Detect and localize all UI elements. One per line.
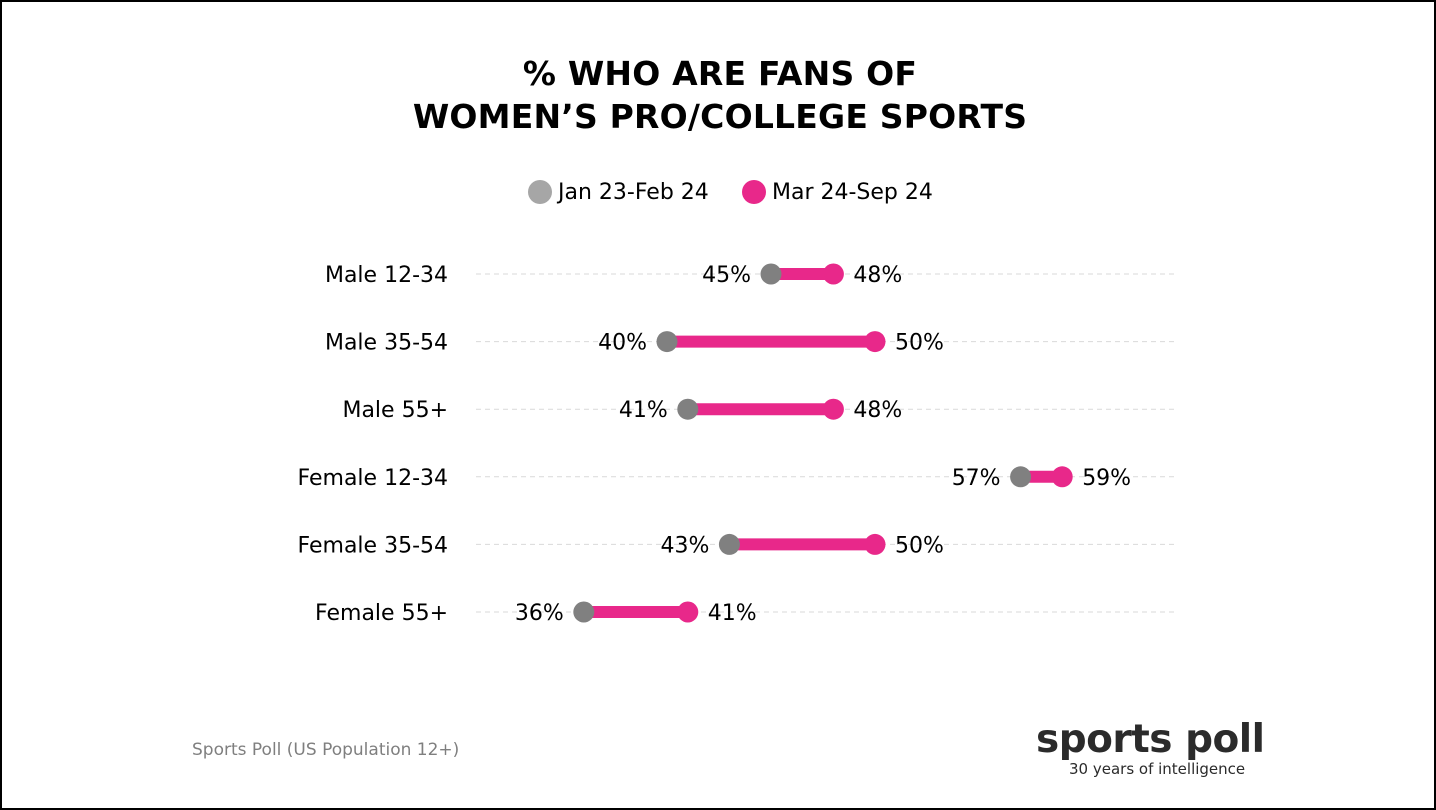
chart-row: Male 35-54 40% 50% bbox=[325, 331, 1178, 356]
legend-item-series-2: Mar 24-Sep 24 bbox=[742, 174, 933, 210]
legend-label-series-1: Jan 23-Feb 24 bbox=[558, 179, 709, 205]
point-jan23-feb24 bbox=[718, 533, 740, 555]
point-jan23-feb24 bbox=[656, 331, 678, 353]
legend-label-series-2: Mar 24-Sep 24 bbox=[772, 179, 933, 205]
point-mar24-sep24 bbox=[822, 398, 844, 420]
data-label-mar24-sep24: 48% bbox=[853, 263, 902, 288]
point-mar24-sep24 bbox=[864, 533, 886, 555]
data-label-mar24-sep24: 48% bbox=[853, 398, 902, 423]
data-label-mar24-sep24: 50% bbox=[895, 533, 944, 558]
category-label: Female 12-34 bbox=[298, 466, 448, 491]
chart-row: Male 55+ 41% 48% bbox=[342, 398, 1178, 423]
category-label: Female 35-54 bbox=[298, 533, 448, 558]
data-label-mar24-sep24: 59% bbox=[1082, 466, 1131, 491]
legend-marker-series-2 bbox=[742, 180, 766, 204]
point-jan23-feb24 bbox=[760, 263, 782, 285]
chart-title: % WHO ARE FANS OF WOMEN’S PRO/COLLEGE SP… bbox=[2, 52, 1436, 138]
legend-item-series-1: Jan 23-Feb 24 bbox=[528, 174, 709, 210]
point-mar24-sep24 bbox=[822, 263, 844, 285]
source-note: Sports Poll (US Population 12+) bbox=[192, 740, 460, 760]
logo-tagline: 30 years of intelligence bbox=[1069, 760, 1246, 778]
point-jan23-feb24 bbox=[1010, 466, 1032, 488]
category-label: Male 55+ bbox=[342, 398, 448, 423]
data-label-jan23-feb24: 41% bbox=[619, 398, 668, 423]
chart-title-line-2: WOMEN’S PRO/COLLEGE SPORTS bbox=[412, 97, 1028, 136]
category-label: Male 35-54 bbox=[325, 331, 448, 356]
data-label-jan23-feb24: 57% bbox=[952, 466, 1001, 491]
chart-legend: Jan 23-Feb 24 Mar 24-Sep 24 bbox=[2, 174, 1436, 210]
point-jan23-feb24 bbox=[573, 601, 595, 623]
legend-marker-series-1 bbox=[528, 180, 552, 204]
chart-row: Female 55+ 36% 41% bbox=[315, 601, 1178, 626]
chart-row: Female 12-34 57% 59% bbox=[298, 466, 1178, 491]
point-jan23-feb24 bbox=[677, 398, 699, 420]
point-mar24-sep24 bbox=[864, 331, 886, 353]
chart-title-line-1: % WHO ARE FANS OF bbox=[522, 54, 918, 93]
logo-wordmark: sports poll bbox=[1036, 717, 1265, 762]
point-mar24-sep24 bbox=[1051, 466, 1073, 488]
chart-row: Male 12-34 45% 48% bbox=[325, 263, 1178, 288]
category-label: Female 55+ bbox=[315, 601, 448, 626]
chart-row: Female 35-54 43% 50% bbox=[298, 533, 1178, 558]
category-label: Male 12-34 bbox=[325, 263, 448, 288]
data-label-jan23-feb24: 45% bbox=[702, 263, 751, 288]
data-label-jan23-feb24: 40% bbox=[598, 331, 647, 356]
data-label-jan23-feb24: 36% bbox=[515, 601, 564, 626]
data-label-jan23-feb24: 43% bbox=[660, 533, 709, 558]
sports-poll-logo: sports poll 30 years of intelligence bbox=[1036, 717, 1266, 779]
point-mar24-sep24 bbox=[677, 601, 699, 623]
data-label-mar24-sep24: 41% bbox=[708, 601, 757, 626]
data-label-mar24-sep24: 50% bbox=[895, 331, 944, 356]
